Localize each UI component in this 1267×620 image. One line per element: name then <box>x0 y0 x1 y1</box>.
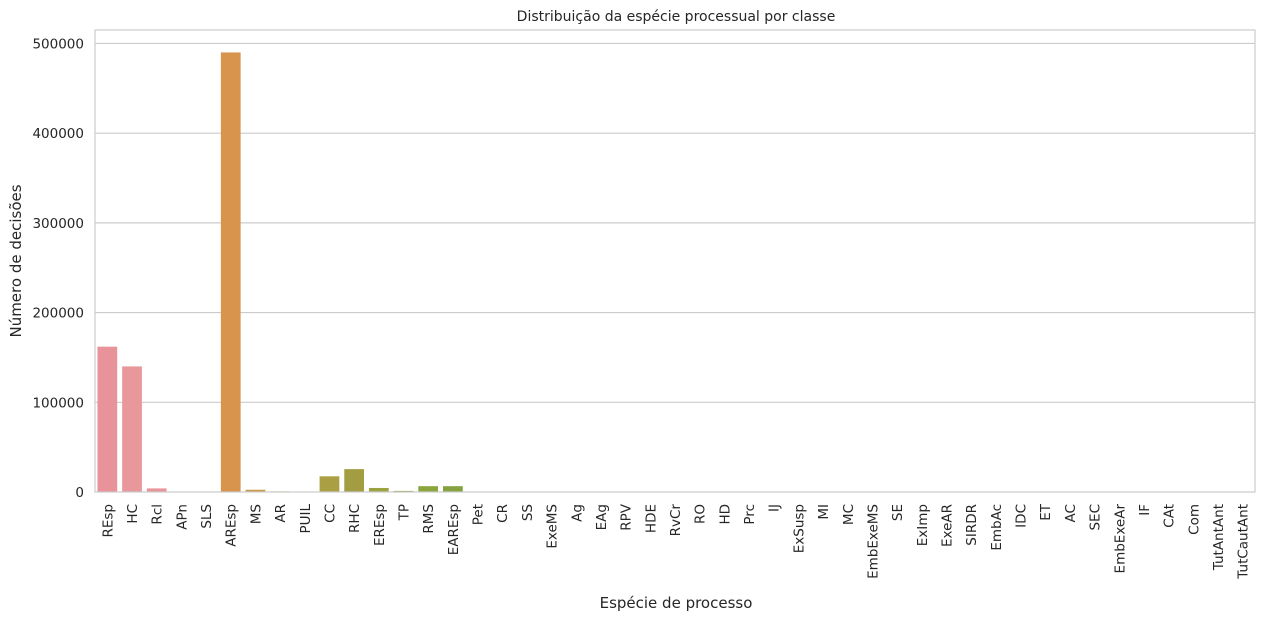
bar-earesp <box>443 486 463 492</box>
x-tick-label: SEC <box>1088 504 1104 531</box>
x-tick-label: EmbExeMS <box>865 504 881 579</box>
x-tick-label: MC <box>841 504 857 525</box>
x-tick-label: Pet <box>471 504 487 525</box>
x-tick-label: MS <box>248 504 264 524</box>
x-tick-label: RO <box>693 504 709 524</box>
bar-ms <box>245 489 266 492</box>
x-tick-label: Com <box>1186 504 1202 535</box>
x-tick-label: AC <box>1063 504 1079 522</box>
bar-eresp <box>368 487 389 492</box>
bar-rcl <box>146 488 167 492</box>
bar-cc <box>319 476 340 492</box>
x-tick-label: IF <box>1137 504 1153 516</box>
y-axis-label: Número de decisões <box>7 184 25 337</box>
x-tick-label: EAg <box>594 504 610 530</box>
x-tick-label: HD <box>717 504 733 525</box>
x-tick-label: IDC <box>1014 504 1030 528</box>
x-tick-label: ExImp <box>915 504 931 546</box>
bar-resp <box>97 346 118 492</box>
bar-hc <box>122 366 142 492</box>
bar-rhc <box>344 469 365 492</box>
x-tick-label: SLS <box>199 504 215 529</box>
x-tick-label: EmbAc <box>989 504 1005 551</box>
x-tick-label: TutAntAnt <box>1211 504 1227 571</box>
plot-frame <box>94 29 1256 493</box>
x-tick-label: CC <box>322 504 338 523</box>
x-tick-labels: REsp HC Rcl APn SLS AREsp MS AR PUIL CC RHC EREsp TP… <box>100 503 1251 579</box>
x-tick-label: TutCautAnt <box>1236 504 1252 580</box>
x-tick-label: RPV <box>619 503 635 531</box>
x-tick-label: EmbExeAr <box>1112 504 1128 574</box>
x-tick-label: RvCr <box>668 504 684 537</box>
x-tick-label: MI <box>816 504 832 520</box>
x-axis-label: Espécie de processo <box>600 594 753 612</box>
chart-title: Distribuição da espécie processual por c… <box>517 9 836 25</box>
y-tick-label: 300000 <box>32 216 84 232</box>
x-tick-label: Rcl <box>150 504 166 525</box>
bar-aresp <box>220 52 241 492</box>
x-tick-label: ExSusp <box>791 504 807 553</box>
y-tick-label: 400000 <box>32 126 84 142</box>
x-tick-label: RMS <box>421 504 437 534</box>
y-tick-label: 0 <box>75 485 84 501</box>
x-tick-label: EAREsp <box>446 504 462 555</box>
x-tick-label: CR <box>495 504 511 523</box>
gridlines <box>95 42 1255 403</box>
x-tick-label: Ag <box>569 504 585 522</box>
x-tick-label: ET <box>1038 503 1054 521</box>
x-tick-label: SE <box>890 504 906 521</box>
y-tick-label: 200000 <box>32 306 84 322</box>
x-tick-label: AREsp <box>224 504 240 547</box>
bar-rms <box>418 486 439 492</box>
x-tick-label: REsp <box>100 504 116 538</box>
x-tick-label: EREsp <box>372 504 388 546</box>
x-tick-label: ExeMS <box>545 504 561 549</box>
y-tick-label: 500000 <box>32 36 84 52</box>
x-tick-label: CAt <box>1162 504 1178 528</box>
y-tick-labels: 0 100000 200000 300000 400000 500000 <box>32 36 84 501</box>
x-tick-label: TP <box>397 504 413 521</box>
x-tick-label: APn <box>174 504 190 530</box>
x-tick-label: AR <box>273 504 289 523</box>
x-tick-label: Prc <box>742 504 758 525</box>
x-tick-label: HC <box>125 504 141 524</box>
x-tick-label: HDE <box>643 504 659 533</box>
x-tick-label: ExeAR <box>939 504 955 547</box>
x-tick-label: PUIL <box>298 504 314 534</box>
bars <box>97 52 1253 492</box>
x-tick-label: RHC <box>347 504 363 533</box>
y-tick-label: 100000 <box>32 395 84 411</box>
x-tick-label: SIRDR <box>964 504 980 546</box>
x-tick-label: IJ <box>767 504 783 512</box>
x-tick-label: SS <box>520 504 536 521</box>
